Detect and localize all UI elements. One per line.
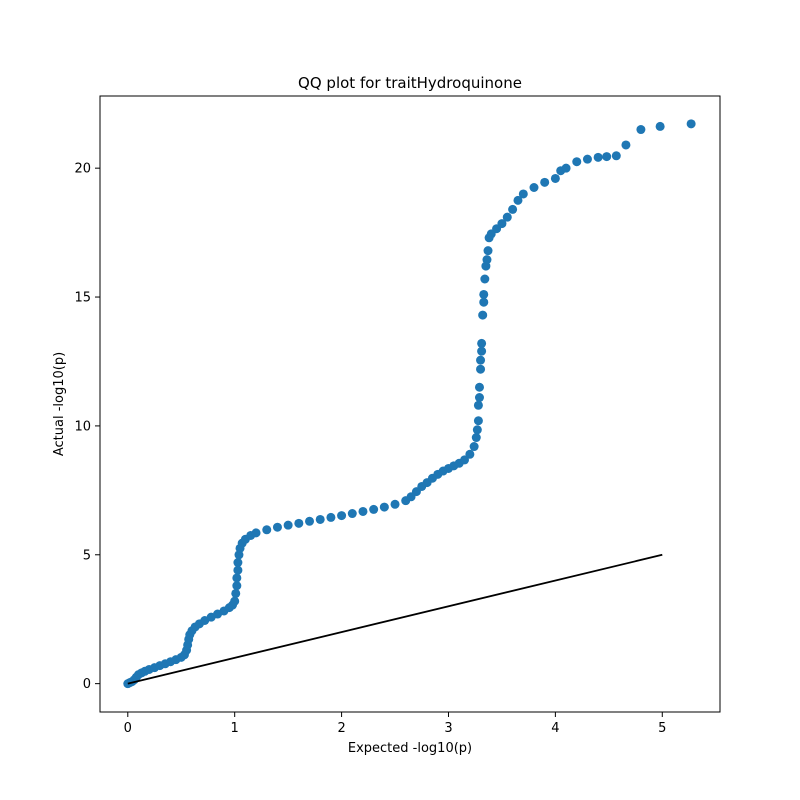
data-point [347, 509, 357, 519]
data-point [390, 499, 400, 509]
data-point [305, 516, 315, 526]
data-point [479, 297, 489, 307]
reference-line [127, 553, 663, 685]
y-tick-label: 10 [74, 419, 91, 434]
data-point [508, 204, 518, 214]
data-point [469, 442, 479, 452]
data-point [231, 588, 241, 598]
data-point [283, 520, 293, 530]
data-point [480, 274, 490, 284]
data-point [483, 246, 493, 256]
data-point [497, 219, 507, 229]
data-point [602, 152, 612, 162]
x-axis-ticks: 0 1 2 3 4 5 [124, 712, 666, 736]
data-point [233, 565, 243, 575]
axes-frame [99, 95, 721, 713]
data-point [232, 581, 242, 591]
data-point [478, 310, 488, 320]
x-axis-label: Expected -log10(p) [348, 741, 472, 756]
data-point [482, 255, 492, 265]
data-point [550, 173, 560, 183]
data-point [502, 212, 512, 222]
data-point [474, 382, 484, 392]
x-tick-label: 1 [231, 721, 239, 736]
data-point [476, 355, 486, 365]
data-point [471, 433, 481, 443]
data-point [337, 511, 347, 521]
data-point [379, 502, 389, 512]
data-point [294, 518, 304, 528]
data-point [230, 596, 240, 606]
data-point [582, 154, 592, 164]
data-point [477, 346, 487, 356]
data-point [474, 393, 484, 403]
data-point [476, 364, 486, 374]
x-tick-label: 4 [551, 721, 559, 736]
data-point [611, 151, 621, 161]
data-point [472, 425, 482, 435]
x-tick-label: 5 [658, 721, 666, 736]
data-point [593, 152, 603, 162]
data-point [460, 455, 470, 465]
data-point [479, 289, 489, 299]
x-tick-label: 0 [124, 721, 132, 736]
data-point [561, 163, 571, 173]
data-point [473, 416, 483, 426]
y-axis-label: Actual -log10(p) [52, 352, 67, 456]
data-point [621, 140, 631, 150]
data-point [272, 522, 282, 532]
data-point [232, 573, 242, 583]
data-point [315, 514, 325, 524]
x-tick-label: 3 [444, 721, 452, 736]
data-point [636, 125, 646, 135]
data-point [358, 506, 368, 516]
y-tick-label: 5 [83, 548, 91, 563]
data-point [251, 528, 261, 538]
y-tick-label: 20 [74, 162, 91, 177]
data-point [262, 525, 272, 535]
y-tick-label: 15 [74, 291, 91, 306]
data-point [518, 189, 528, 199]
chart-title: QQ plot for traitHydroquinone [298, 74, 522, 92]
data-point [473, 400, 483, 410]
data-point [655, 121, 665, 131]
y-axis-ticks: 0 5 10 15 20 [74, 162, 100, 692]
data-point [529, 183, 539, 192]
data-point [572, 157, 582, 167]
data-points-layer [123, 119, 696, 689]
data-point [233, 558, 243, 568]
y-tick-label: 0 [83, 677, 91, 692]
data-point [540, 177, 550, 187]
data-point [369, 504, 379, 514]
data-point [477, 338, 487, 348]
data-point [326, 512, 336, 522]
data-point [465, 449, 475, 459]
reference-line-layer [127, 553, 663, 685]
data-point [513, 195, 523, 205]
x-tick-label: 2 [337, 721, 345, 736]
data-point [686, 119, 696, 129]
